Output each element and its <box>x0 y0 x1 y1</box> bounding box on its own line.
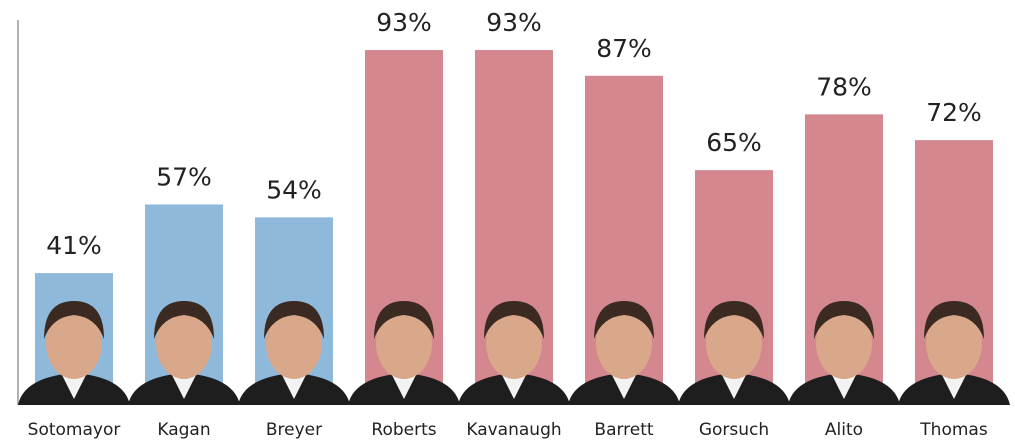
portrait-hair <box>154 301 214 339</box>
x-tick-label: Thomas <box>919 420 988 440</box>
value-label: 65% <box>706 128 762 157</box>
value-label: 72% <box>926 98 982 127</box>
portrait-hair <box>374 301 434 339</box>
portrait-hair <box>594 301 654 339</box>
portrait-collar <box>172 375 196 399</box>
value-label: 54% <box>266 175 322 204</box>
portrait-face <box>156 307 212 379</box>
x-tick-label: Sotomayor <box>28 420 121 440</box>
portrait-hair <box>264 301 324 339</box>
portrait-collar <box>282 375 306 399</box>
x-tick-label: Kagan <box>157 420 210 440</box>
portrait-collar <box>392 375 416 399</box>
portrait-face <box>596 307 652 379</box>
portrait-face <box>46 307 102 379</box>
portrait-face <box>926 307 982 379</box>
portrait-hair <box>704 301 764 339</box>
x-tick-label: Barrett <box>594 420 654 440</box>
portrait-hair <box>44 301 104 339</box>
portrait-face <box>376 307 432 379</box>
portrait-hair <box>814 301 874 339</box>
value-label: 93% <box>376 8 432 37</box>
value-label: 93% <box>486 8 542 37</box>
portrait-face <box>266 307 322 379</box>
portrait-face <box>816 307 872 379</box>
value-label: 78% <box>816 72 872 101</box>
portrait-hair <box>924 301 984 339</box>
portrait-collar <box>612 375 636 399</box>
portrait-collar <box>832 375 856 399</box>
x-tick-label: Alito <box>825 420 863 440</box>
portrait-collar <box>942 375 966 399</box>
x-tick-label: Gorsuch <box>699 420 769 440</box>
x-tick-label: Kavanaugh <box>466 420 561 440</box>
portrait-face <box>486 307 542 379</box>
portrait-collar <box>722 375 746 399</box>
value-label: 87% <box>596 34 652 63</box>
portrait-collar <box>62 375 86 399</box>
portrait-face <box>706 307 762 379</box>
value-label: 41% <box>46 231 102 260</box>
x-tick-label: Breyer <box>266 420 322 440</box>
portrait-collar <box>502 375 526 399</box>
value-label: 57% <box>156 162 212 191</box>
portrait-hair <box>484 301 544 339</box>
x-tick-label: Roberts <box>371 420 436 440</box>
